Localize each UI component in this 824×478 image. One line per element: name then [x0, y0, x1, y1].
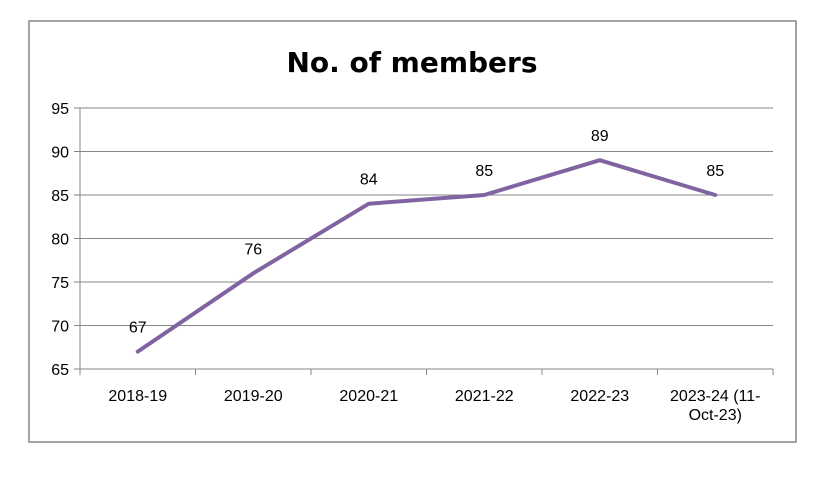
data-labels: 67 76 84 85 89 85 — [129, 128, 724, 336]
series-line — [135, 158, 718, 354]
y-tick-label: 65 — [51, 362, 69, 379]
data-label: 85 — [706, 163, 724, 180]
x-tick-label: 2022-23 — [570, 388, 629, 405]
x-axis: 2018-19 2019-20 2020-21 2021-22 2022-23 2023-… — [79, 368, 774, 424]
x-tick-label: 2020-21 — [339, 388, 398, 405]
series-group — [135, 158, 718, 354]
x-tick-label: 2018-19 — [108, 388, 167, 405]
y-axis: 65 70 75 80 85 90 95 — [51, 101, 81, 379]
y-tick-label: 95 — [51, 101, 69, 118]
y-tick-label: 70 — [51, 319, 69, 336]
gridlines — [80, 107, 773, 326]
x-tick-label: 2019-20 — [224, 388, 283, 405]
chart-title: No. of members — [286, 46, 537, 79]
x-tick-label: 2021-22 — [455, 388, 514, 405]
y-tick-label: 90 — [51, 145, 69, 162]
data-label: 85 — [475, 163, 493, 180]
y-tick-label: 80 — [51, 232, 69, 249]
data-label: 84 — [360, 172, 378, 189]
y-tick-label: 75 — [51, 275, 69, 292]
data-label: 67 — [129, 320, 147, 337]
chart-border — [28, 20, 797, 443]
y-tick-label: 85 — [51, 188, 69, 205]
data-label: 89 — [591, 128, 609, 145]
data-label: 76 — [244, 241, 262, 258]
x-tick-label: 2023-24 (11-Oct-23) — [670, 388, 760, 424]
